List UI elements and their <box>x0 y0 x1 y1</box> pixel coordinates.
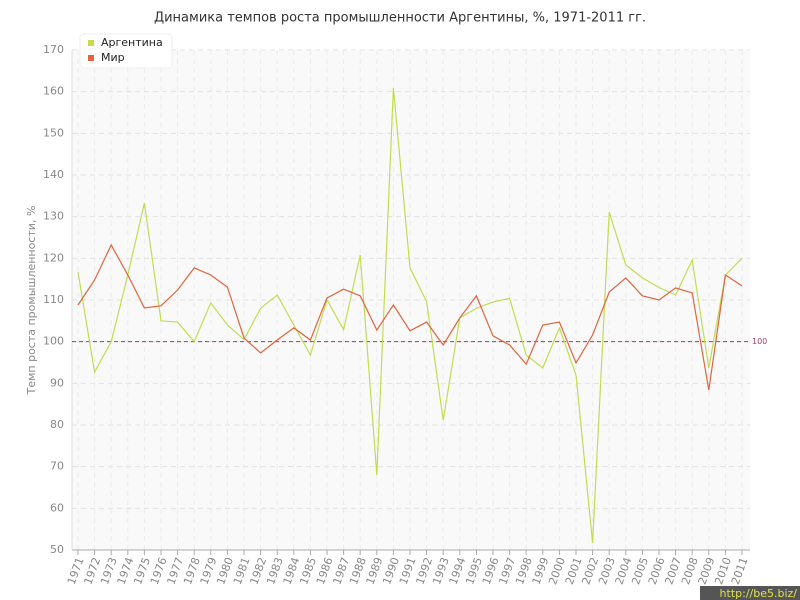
chart-title: Динамика темпов роста промышленности Арг… <box>154 11 646 26</box>
y-tick-label: 70 <box>50 460 64 473</box>
legend-swatch <box>88 55 94 61</box>
y-tick-label: 150 <box>43 126 64 139</box>
legend-label: Мир <box>101 51 125 64</box>
y-tick-label: 170 <box>43 43 64 56</box>
series-line <box>77 87 743 543</box>
y-tick-label: 130 <box>43 210 64 223</box>
y-tick-label: 120 <box>43 251 64 264</box>
series-line <box>77 243 743 391</box>
legend-label: Аргентина <box>101 36 163 49</box>
y-tick-label: 60 <box>50 501 64 514</box>
watermark: http://be5.biz/ <box>720 587 798 600</box>
y-tick-label: 140 <box>43 168 64 181</box>
legend-swatch <box>88 40 94 46</box>
legend: Аргентина Мир <box>79 33 173 69</box>
y-axis-label: Темп роста промышленности, % <box>25 206 38 396</box>
reference-label: 100 <box>752 337 767 346</box>
y-tick-label: 90 <box>50 376 64 389</box>
y-tick-label: 100 <box>43 335 64 348</box>
y-tick-label: 160 <box>43 85 64 98</box>
y-tick-label: 50 <box>50 543 64 556</box>
legend-box <box>79 33 173 69</box>
y-tick-label: 80 <box>50 418 64 431</box>
y-tick-label: 110 <box>43 293 64 306</box>
watermark-bg <box>700 586 800 600</box>
